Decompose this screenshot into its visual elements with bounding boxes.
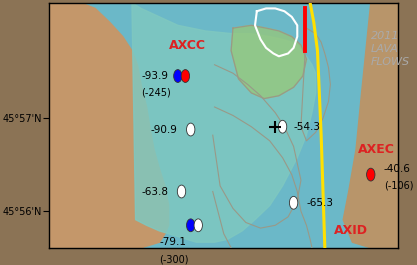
Circle shape bbox=[194, 219, 202, 232]
Circle shape bbox=[289, 196, 298, 209]
Polygon shape bbox=[343, 3, 398, 248]
Polygon shape bbox=[231, 25, 306, 99]
Text: -93.9: -93.9 bbox=[141, 71, 168, 81]
Text: AXID: AXID bbox=[334, 224, 368, 237]
Text: (-106): (-106) bbox=[384, 181, 413, 191]
Circle shape bbox=[279, 120, 287, 133]
Text: -79.1: -79.1 bbox=[159, 237, 186, 247]
Circle shape bbox=[181, 70, 190, 82]
Text: (-300): (-300) bbox=[159, 254, 189, 264]
Text: AXEC: AXEC bbox=[358, 143, 395, 156]
Circle shape bbox=[367, 168, 375, 181]
Text: (-245): (-245) bbox=[141, 88, 171, 98]
Circle shape bbox=[186, 123, 195, 136]
Text: -63.8: -63.8 bbox=[141, 187, 168, 197]
Text: 2011
LAVA
FLOWS: 2011 LAVA FLOWS bbox=[371, 31, 410, 67]
Text: -90.9: -90.9 bbox=[150, 125, 177, 135]
Text: AXCC: AXCC bbox=[168, 38, 206, 51]
Circle shape bbox=[173, 70, 182, 82]
Text: -40.6: -40.6 bbox=[384, 164, 410, 174]
Polygon shape bbox=[132, 3, 316, 242]
Text: -54.3: -54.3 bbox=[294, 122, 321, 132]
Circle shape bbox=[186, 219, 195, 232]
Polygon shape bbox=[49, 3, 168, 248]
Circle shape bbox=[177, 185, 186, 198]
Text: -65.3: -65.3 bbox=[306, 198, 334, 208]
